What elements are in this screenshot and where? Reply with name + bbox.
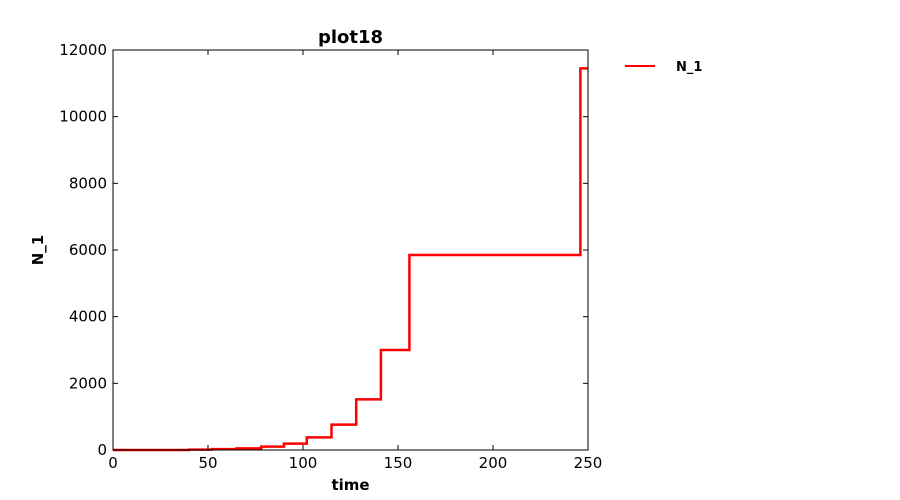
x-axis-title: time [331,476,369,494]
legend-marker [652,64,656,68]
x-tick-label: 250 [574,454,603,472]
y-tick-label: 8000 [69,174,107,192]
y-tick-label: 6000 [69,241,107,259]
y-tick-label: 2000 [69,374,107,392]
y-tick-label: 10000 [59,108,107,126]
x-tick-label: 0 [108,454,118,472]
y-tick-label: 12000 [59,41,107,59]
y-axis-title: N_1 [29,235,47,266]
x-tick-label: 50 [198,454,217,472]
series-line-n-1 [113,67,588,452]
legend-label: N_1 [676,60,702,75]
plot-frame [112,49,589,451]
x-axis: 0 50 100 150 200 250 [108,50,602,472]
legend: N_1 [624,60,702,75]
y-axis: 0 2000 4000 6000 8000 10000 12000 [59,41,588,459]
y-tick-label: 0 [97,441,107,459]
x-tick-label: 200 [479,454,508,472]
x-tick-label: 100 [289,454,318,472]
legend-marker [624,64,628,68]
chart-title: plot18 [318,27,383,48]
x-tick-label: 150 [384,454,413,472]
plot-area [112,49,589,452]
y-tick-label: 4000 [69,308,107,326]
